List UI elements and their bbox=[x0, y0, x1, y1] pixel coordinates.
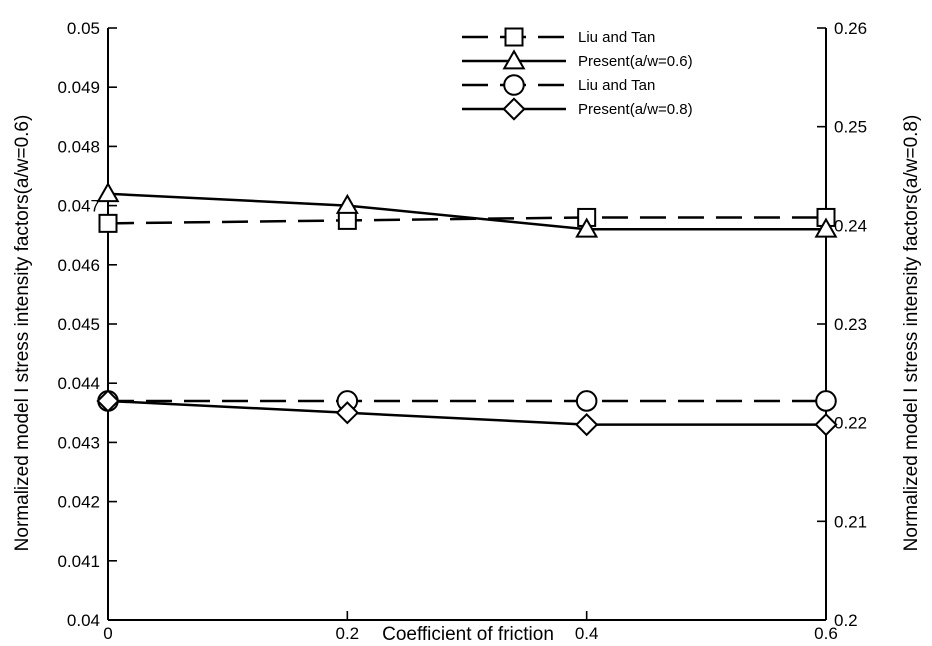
data-point-circle bbox=[575, 390, 598, 412]
y-tick-label-left: 0.04 bbox=[67, 611, 100, 630]
y-tick-label-left: 0.041 bbox=[57, 552, 100, 571]
x-tick-label: 0.6 bbox=[814, 624, 838, 643]
legend-label: Present(a/w=0.6) bbox=[578, 53, 693, 70]
series-4 bbox=[96, 389, 838, 437]
data-point-diamond bbox=[335, 401, 359, 425]
legend-entry-3: Liu and Tan bbox=[462, 74, 655, 96]
y-tick-label-right: 0.2 bbox=[834, 611, 858, 630]
legend-entry-4: Present(a/w=0.8) bbox=[462, 97, 693, 121]
data-point-diamond bbox=[96, 389, 120, 413]
y-tick-label-left: 0.045 bbox=[57, 315, 100, 334]
legend-entry-1: Liu and Tan bbox=[462, 27, 655, 47]
y-tick-label-left: 0.048 bbox=[57, 137, 100, 156]
ticks: 0 0.2 0.4 0.6 0.04 0.041 0.042 0.043 0.044 0.045 0… bbox=[57, 19, 867, 643]
y-tick-label-left: 0.042 bbox=[57, 493, 100, 512]
legend-entry-2: Present(a/w=0.6) bbox=[462, 49, 693, 70]
x-tick-label: 0.4 bbox=[575, 624, 599, 643]
series-3 bbox=[97, 390, 837, 412]
y-axis-title-right: Normalized model I stress intensity fact… bbox=[901, 115, 922, 552]
series-line-2 bbox=[107, 192, 826, 231]
data-point-triangle bbox=[96, 181, 120, 203]
series-1 bbox=[98, 207, 836, 233]
data-point-triangle bbox=[335, 193, 359, 214]
data-point-diamond bbox=[814, 413, 838, 437]
data-point-circle bbox=[815, 390, 837, 412]
series-2 bbox=[96, 181, 838, 238]
x-tick-label: 0 bbox=[103, 624, 112, 643]
legend-marker-triangle bbox=[502, 49, 526, 70]
y-tick-label-right: 0.26 bbox=[834, 19, 867, 38]
y-tick-label-left: 0.044 bbox=[57, 374, 100, 393]
x-axis-title: Coefficient of friction bbox=[382, 624, 554, 645]
data-point-triangle bbox=[814, 217, 838, 238]
legend: Liu and Tan Present(a/w=0.6) Liu and Tan Pr… bbox=[462, 27, 693, 121]
legend-label: Present(a/w=0.8) bbox=[578, 101, 693, 118]
y-tick-label-left: 0.047 bbox=[57, 197, 100, 216]
y-tick-label-right: 0.22 bbox=[834, 414, 867, 433]
y-tick-label-left: 0.05 bbox=[67, 19, 100, 38]
legend-marker-circle bbox=[503, 74, 525, 96]
data-point-square bbox=[98, 213, 118, 233]
data-point-triangle bbox=[575, 217, 599, 238]
legend-label: Liu and Tan bbox=[578, 29, 655, 46]
data-point-square bbox=[337, 210, 357, 230]
legend-marker-square bbox=[504, 27, 524, 47]
y-tick-label-right: 0.23 bbox=[834, 315, 867, 334]
series-layer bbox=[96, 181, 838, 437]
series-line-4 bbox=[107, 399, 826, 426]
x-tick-label: 0.2 bbox=[336, 624, 360, 643]
y-tick-label-right: 0.24 bbox=[834, 216, 867, 235]
y-tick-label-right: 0.25 bbox=[834, 118, 867, 137]
data-point-diamond bbox=[575, 413, 599, 437]
y-tick-label-left: 0.049 bbox=[57, 78, 100, 97]
axes bbox=[107, 28, 827, 621]
y-axis-title-left: Normalized model I stress intensity fact… bbox=[12, 115, 33, 552]
y-tick-label-left: 0.046 bbox=[57, 256, 100, 275]
y-tick-label-right: 0.21 bbox=[834, 512, 867, 531]
series-line-1 bbox=[107, 216, 826, 225]
y-tick-label-left: 0.043 bbox=[57, 433, 100, 452]
legend-marker-diamond bbox=[502, 97, 526, 121]
legend-label: Liu and Tan bbox=[578, 77, 655, 94]
